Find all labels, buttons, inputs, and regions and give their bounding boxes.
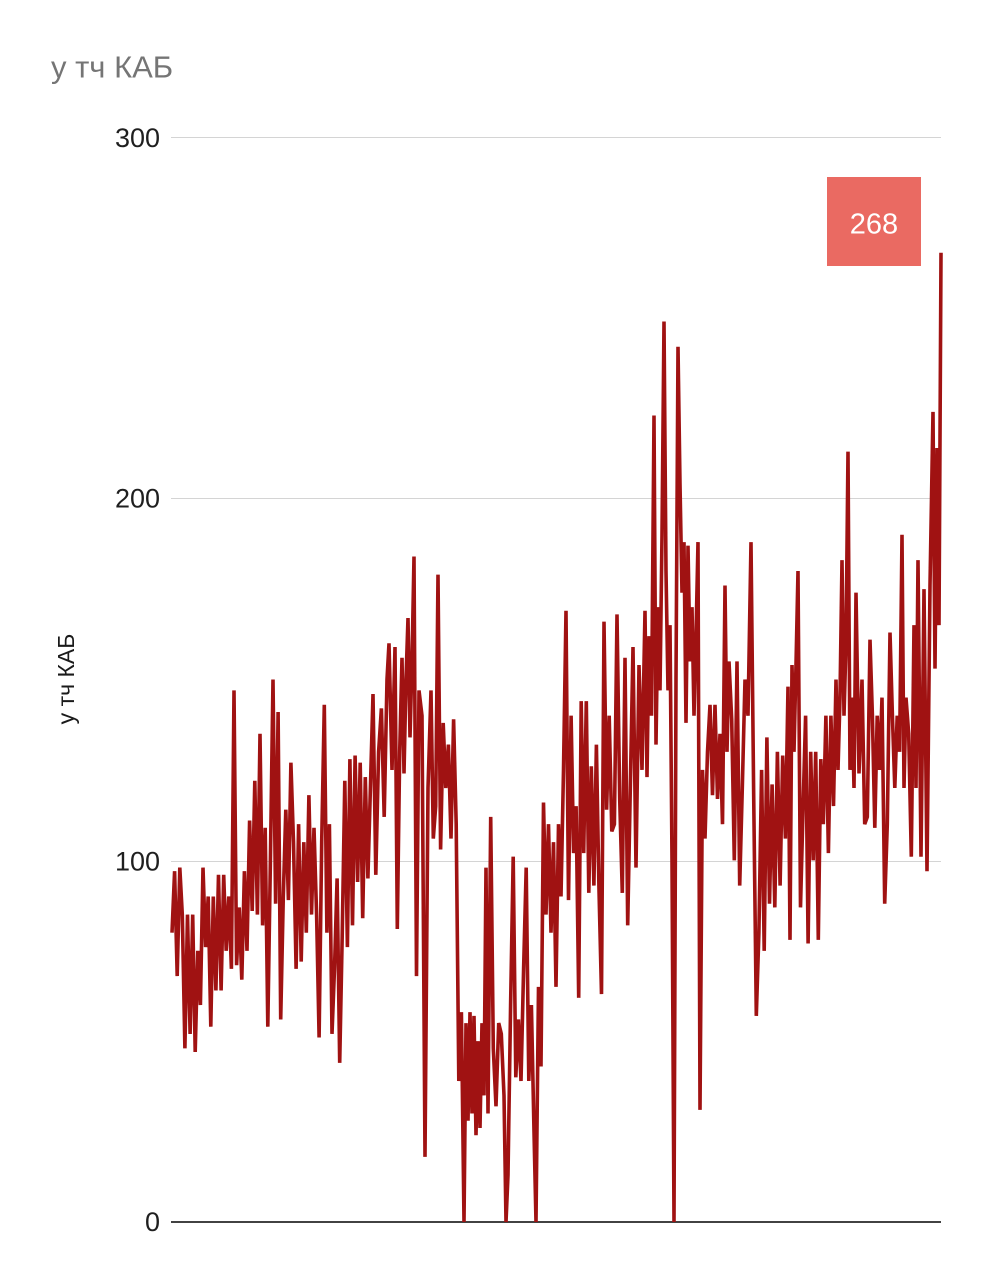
svg-text:200: 200 <box>115 484 160 514</box>
svg-text:300: 300 <box>115 123 160 153</box>
svg-text:у тч КАБ: у тч КАБ <box>53 634 79 725</box>
svg-text:268: 268 <box>850 209 898 241</box>
svg-text:0: 0 <box>145 1207 160 1237</box>
svg-text:100: 100 <box>115 847 160 877</box>
svg-text:у тч КАБ: у тч КАБ <box>51 50 173 85</box>
